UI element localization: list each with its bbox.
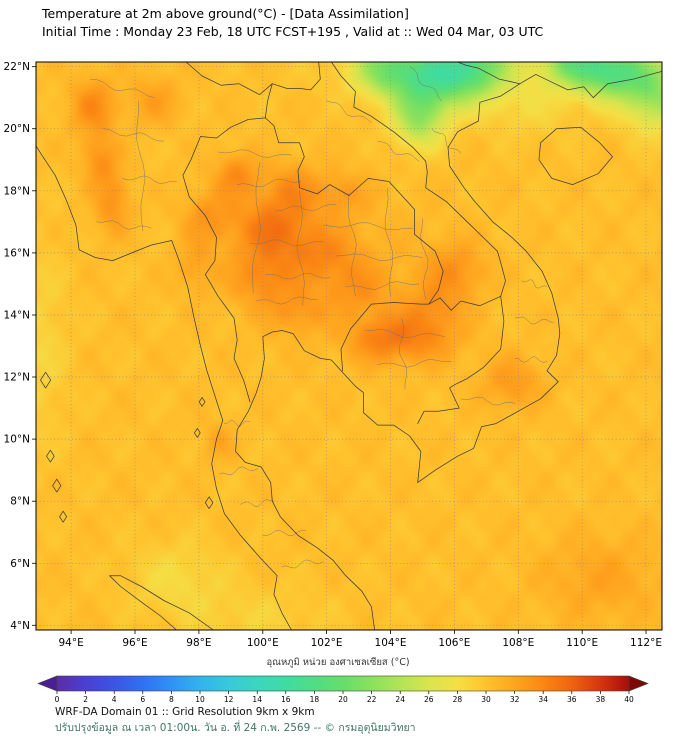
colorbar-tick-label: 14 bbox=[252, 695, 262, 704]
colorbar-under-arrow bbox=[37, 675, 58, 692]
lat-tick-label: 4°N bbox=[10, 620, 30, 632]
colorbar-tick-label: 34 bbox=[538, 695, 548, 704]
lat-tick-label: 10°N bbox=[4, 434, 30, 446]
temperature-field-canvas bbox=[36, 62, 662, 630]
colorbar-tick-label: 30 bbox=[481, 695, 491, 704]
footer-domain-info: WRF-DA Domain 01 :: Grid Resolution 9km … bbox=[55, 706, 315, 718]
colorbar-tick-label: 8 bbox=[169, 695, 174, 704]
colorbar-tick-label: 4 bbox=[112, 695, 117, 704]
colorbar-tick-label: 20 bbox=[338, 695, 348, 704]
lon-tick-label: 96°E bbox=[122, 637, 147, 649]
colorbar-tick-label: 24 bbox=[395, 695, 405, 704]
colorbar-tick-label: 10 bbox=[195, 695, 205, 704]
lat-tick-label: 22°N bbox=[4, 61, 30, 73]
colorbar-tick-label: 22 bbox=[367, 695, 377, 704]
page-subtitle: Initial Time : Monday 23 Feb, 18 UTC FCS… bbox=[42, 24, 544, 39]
page-title: Temperature at 2m above ground(°C) - [Da… bbox=[42, 6, 409, 21]
colorbar-tick-label: 0 bbox=[55, 695, 60, 704]
colorbar-tick-label: 36 bbox=[567, 695, 577, 704]
lon-tick-label: 102°E bbox=[311, 637, 343, 649]
colorbar-tick-label: 18 bbox=[310, 695, 320, 704]
lon-tick-label: 104°E bbox=[375, 637, 407, 649]
colorbar-over-arrow bbox=[628, 675, 649, 692]
colorbar-gradient bbox=[56, 675, 630, 692]
lon-tick-label: 106°E bbox=[438, 637, 470, 649]
colorbar-tick-label: 16 bbox=[281, 695, 291, 704]
footer-credit: ปรับปรุงข้อมูล ณ เวลา 01:00น. วัน อ. ที่… bbox=[55, 721, 416, 734]
colorbar: 0 2 4 6 8 10 12 14 16 18 20 22 24 26 28 30 32 34 36 38 40 bbox=[37, 675, 649, 704]
colorbar-tick-label: 40 bbox=[624, 695, 634, 704]
lon-tick-label: 98°E bbox=[186, 637, 211, 649]
lat-tick-label: 18°N bbox=[4, 185, 30, 197]
lon-tick-label: 94°E bbox=[58, 637, 83, 649]
colorbar-tick-label: 2 bbox=[83, 695, 88, 704]
lat-tick-label: 16°N bbox=[4, 247, 30, 259]
colorbar-tick-label: 26 bbox=[424, 695, 434, 704]
lat-tick-label: 8°N bbox=[10, 496, 30, 508]
lon-tick-label: 100°E bbox=[247, 637, 279, 649]
colorbar-tick-label: 38 bbox=[596, 695, 606, 704]
colorbar-tick-label: 28 bbox=[453, 695, 463, 704]
lat-tick-label: 6°N bbox=[10, 558, 30, 570]
lon-tick-label: 110°E bbox=[566, 637, 598, 649]
lat-tick-label: 12°N bbox=[4, 372, 30, 384]
colorbar-tick-label: 32 bbox=[510, 695, 520, 704]
lat-tick-label: 14°N bbox=[4, 310, 30, 322]
lat-tick-label: 20°N bbox=[4, 123, 30, 135]
lat-axis: 22°N 20°N 18°N 16°N 14°N 12°N 10°N 8°N 6°N 4°N bbox=[4, 61, 36, 632]
footer: WRF-DA Domain 01 :: Grid Resolution 9km … bbox=[55, 705, 416, 736]
lon-tick-label: 108°E bbox=[502, 637, 534, 649]
colorbar-label: อุณหภูมิ หน่วย องศาเซลเซียส (°C) bbox=[266, 657, 410, 668]
lon-tick-label: 112°E bbox=[630, 637, 662, 649]
colorbar-tick-label: 6 bbox=[140, 695, 145, 704]
colorbar-tick-label: 12 bbox=[224, 695, 234, 704]
lon-axis: 94°E 96°E 98°E 100°E 102°E 104°E 106°E 108°E 110… bbox=[58, 630, 662, 649]
